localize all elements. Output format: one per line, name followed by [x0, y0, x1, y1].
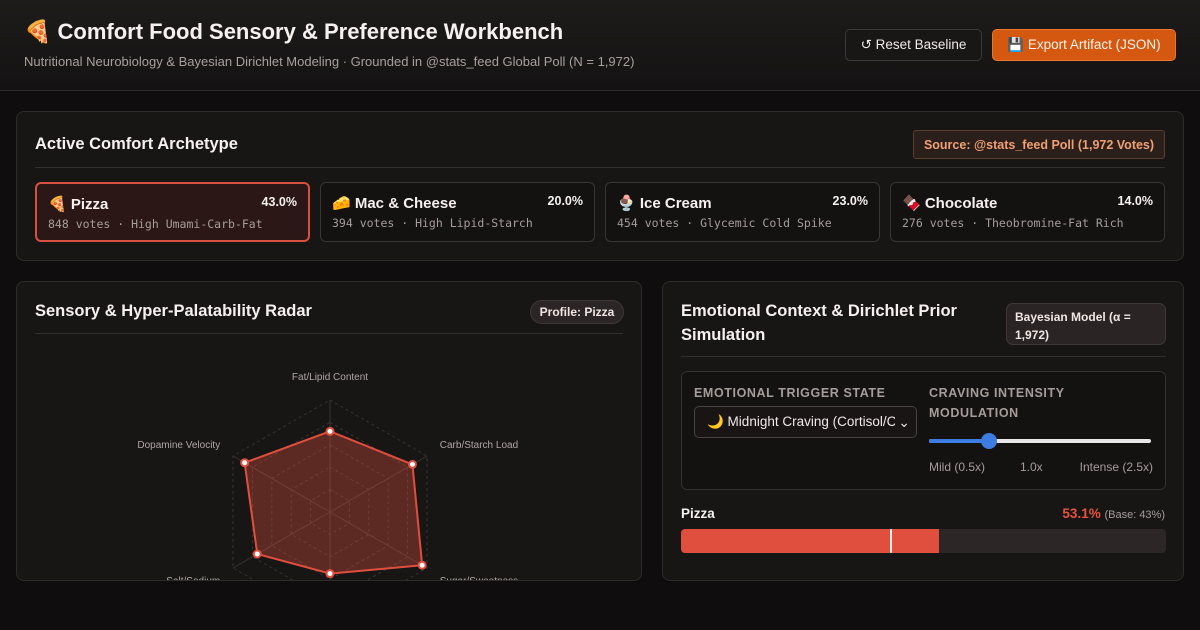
craving-intensity-label: Craving Intensity Modulation	[929, 386, 1065, 420]
radar-data-point	[252, 549, 262, 559]
radar-axis-label: Salt/Sodium	[166, 576, 220, 581]
app-header: 🍕 Comfort Food Sensory & Preference Work…	[0, 0, 1200, 91]
radar-data-point	[325, 569, 335, 579]
posterior-item-name: Pizza	[681, 506, 715, 521]
archetype-card-meta: 848 votes · High Umami-Carb-Fat	[48, 217, 263, 231]
posterior-percent: 53.1%	[1062, 506, 1101, 521]
archetype-card-name: 🧀 Mac & Cheese	[332, 195, 457, 212]
radar-axis-label: Dopamine Velocity	[137, 440, 220, 451]
archetype-card-name: 🍫 Chocolate	[902, 195, 998, 212]
archetype-card-mac-cheese[interactable]: 🧀 Mac & Cheese 20.0% 394 votes · High Li…	[320, 182, 595, 242]
bayesian-model-badge: Bayesian Model (α = 1,972)	[1006, 303, 1166, 345]
trigger-state-label: Emotional Trigger State	[694, 386, 886, 400]
radar-data-point	[407, 459, 417, 469]
archetype-divider	[35, 167, 1165, 168]
archetype-card-percent: 23.0%	[832, 194, 868, 208]
radar-axis-label: Fat/Lipid Content	[292, 372, 368, 383]
scale-min-label: Mild (0.5x)	[929, 460, 986, 474]
archetype-card-pizza[interactable]: 🍕 Pizza 43.0% 848 votes · High Umami-Car…	[35, 182, 310, 242]
radar-data-point	[240, 458, 250, 468]
trigger-state-select[interactable]: 🌙 Midnight Craving (Cortisol/C ⌄	[694, 406, 917, 438]
archetype-card-name: 🍕 Pizza	[48, 196, 109, 213]
archetype-card-ice-cream[interactable]: 🍨 Ice Cream 23.0% 454 votes · Glycemic C…	[605, 182, 880, 242]
scale-mid-label: 1.0x	[1020, 460, 1043, 474]
page-title: 🍕 Comfort Food Sensory & Preference Work…	[24, 19, 564, 44]
page-subtitle: Nutritional Neurobiology & Bayesian Diri…	[24, 54, 635, 69]
archetype-card-percent: 20.0%	[547, 194, 583, 208]
controls-box: Emotional Trigger State 🌙 Midnight Cravi…	[681, 371, 1166, 490]
craving-intensity-slider[interactable]	[929, 433, 1151, 449]
posterior-bar-fill	[681, 529, 939, 553]
trigger-state-value: 🌙 Midnight Craving (Cortisol/C	[707, 414, 897, 429]
archetype-panel-title: Active Comfort Archetype	[35, 135, 238, 153]
archetype-card-meta: 276 votes · Theobromine-Fat Rich	[902, 216, 1124, 230]
archetype-card-meta: 454 votes · Glycemic Cold Spike	[617, 216, 832, 230]
export-artifact-button[interactable]: 💾 Export Artifact (JSON)	[992, 29, 1176, 61]
radar-axis-label: Sugar/Sweetness	[440, 576, 518, 581]
reset-baseline-button[interactable]: ↺ Reset Baseline	[845, 29, 982, 61]
scale-max-label: Intense (2.5x)	[1079, 460, 1153, 474]
dirichlet-divider	[681, 356, 1166, 357]
profile-badge: Profile: Pizza	[530, 300, 624, 324]
archetype-card-chocolate[interactable]: 🍫 Chocolate 14.0% 276 votes · Theobromin…	[890, 182, 1165, 242]
posterior-item-value: 53.1% (Base: 43%)	[1062, 506, 1165, 521]
archetype-card-meta: 394 votes · High Lipid-Starch	[332, 216, 533, 230]
posterior-base: (Base: 43%)	[1104, 509, 1165, 521]
archetype-panel: Active Comfort Archetype Source: @stats_…	[16, 111, 1184, 261]
radar-axis-line	[329, 511, 428, 569]
radar-chart: Fat/Lipid Content Carb/Starch Load Sugar/S…	[137, 372, 518, 581]
radar-series-area	[243, 430, 424, 575]
radar-divider	[35, 333, 623, 334]
radar-axis-label: Carb/Starch Load	[440, 440, 518, 451]
archetype-card-percent: 43.0%	[261, 195, 297, 209]
radar-axis-line	[232, 511, 331, 569]
dirichlet-panel-title: Emotional Context & Dirichlet Prior Simu…	[681, 302, 957, 344]
radar-data-point	[325, 426, 335, 436]
radar-axis-line	[232, 455, 331, 513]
chevron-down-icon: ⌄	[895, 414, 910, 431]
slider-thumb[interactable]	[980, 433, 997, 449]
posterior-bar	[681, 529, 1166, 553]
source-badge: Source: @stats_feed Poll (1,972 Votes)	[913, 130, 1165, 159]
archetype-card-name: 🍨 Ice Cream	[617, 195, 712, 212]
archetype-card-percent: 14.0%	[1117, 194, 1153, 208]
baseline-marker	[889, 529, 892, 553]
dirichlet-panel: Emotional Context & Dirichlet Prior Simu…	[662, 281, 1184, 581]
radar-data-point	[417, 560, 427, 570]
radar-panel: Sensory & Hyper-Palatability Radar Profi…	[16, 281, 642, 581]
slider-fill	[929, 439, 989, 443]
radar-panel-title: Sensory & Hyper-Palatability Radar	[35, 302, 312, 320]
